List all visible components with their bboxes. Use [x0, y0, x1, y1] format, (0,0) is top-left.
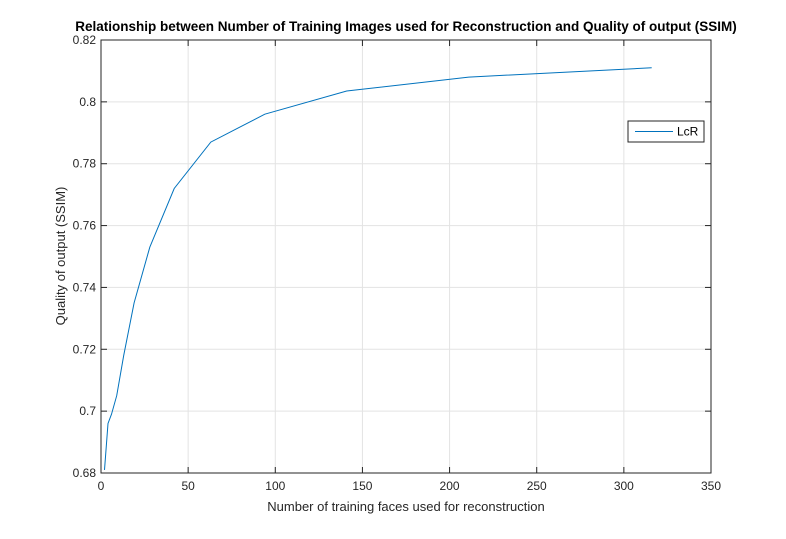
- axes-background: [101, 40, 711, 473]
- y-tick-label: 0.72: [73, 342, 97, 356]
- chart-title: Relationship between Number of Training …: [75, 19, 737, 34]
- x-axis-label: Number of training faces used for recons…: [267, 499, 544, 514]
- plot-area: 0 50 100 150 200 250 300 350 0.68 0.7 0.72 0.74 0.76…: [73, 33, 722, 493]
- x-tick-label: 200: [440, 479, 460, 493]
- x-tick-label: 50: [181, 479, 195, 493]
- x-tick-label: 300: [614, 479, 634, 493]
- x-tick-label: 150: [352, 479, 372, 493]
- y-tick-label: 0.74: [73, 280, 97, 294]
- y-tick-label: 0.8: [79, 95, 96, 109]
- series-line-lcr: [104, 67, 652, 470]
- y-tick-label: 0.76: [73, 219, 97, 233]
- x-tick-label: 350: [701, 479, 721, 493]
- y-tick-label: 0.68: [73, 466, 97, 480]
- x-tick-label: 250: [527, 479, 547, 493]
- x-tick-label: 0: [98, 479, 105, 493]
- x-tick-label: 100: [265, 479, 285, 493]
- axes-box: [100, 39, 712, 474]
- y-tick-label: 0.78: [73, 157, 97, 171]
- legend-label: LcR: [677, 125, 699, 139]
- y-tick-label: 0.7: [79, 404, 96, 418]
- y-axis-label: Quality of output (SSIM): [53, 187, 68, 326]
- y-tick-label: 0.82: [73, 33, 97, 47]
